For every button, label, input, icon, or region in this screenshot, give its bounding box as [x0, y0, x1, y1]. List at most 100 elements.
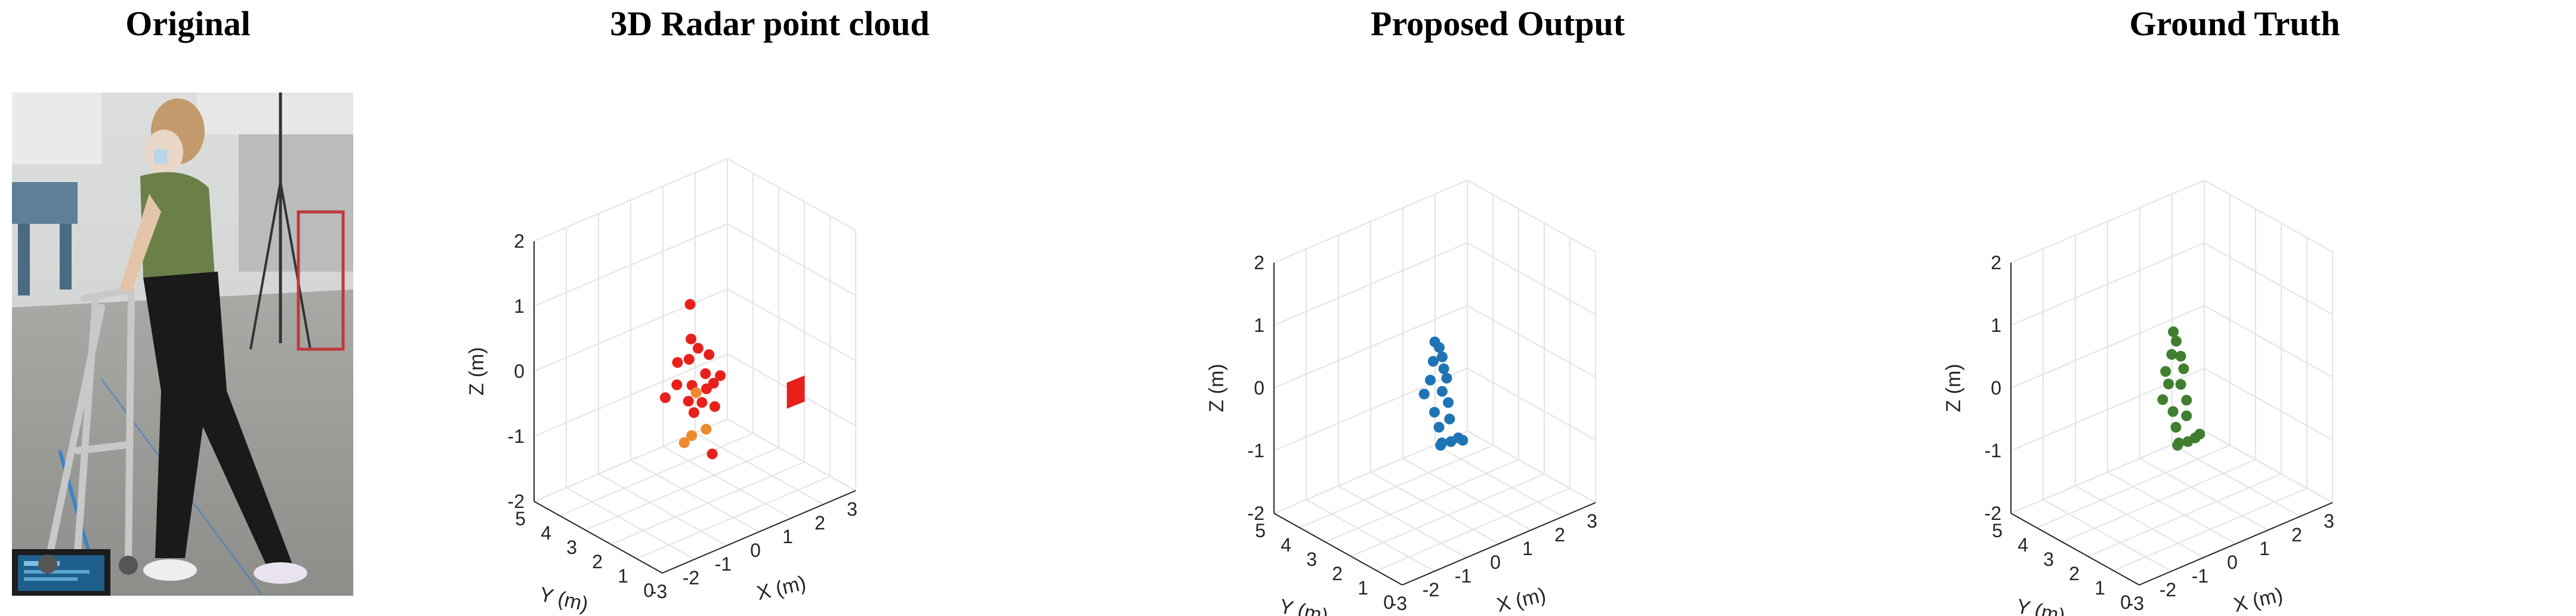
z-tick-label: 1 — [1254, 315, 1264, 336]
grid-line — [2043, 499, 2172, 572]
grid-line — [1467, 430, 1596, 503]
data-point-series-1 — [1418, 389, 1430, 400]
grid-line — [2204, 305, 2333, 378]
y-tick-label: 5 — [1992, 520, 2003, 541]
data-point-series-2 — [701, 424, 712, 435]
x-tick-label: -2 — [683, 567, 699, 589]
grid-line — [1306, 499, 1435, 572]
x-tick-label: -2 — [2159, 579, 2176, 600]
grid-line — [2204, 242, 2333, 315]
y-tick-label: 0 — [643, 580, 654, 601]
data-point-series-1 — [2178, 363, 2189, 374]
y-axis-line — [533, 501, 663, 574]
grid-line — [2204, 180, 2333, 252]
data-point-series-1 — [1424, 374, 1436, 386]
data-point-series-1 — [692, 343, 704, 354]
y-tick-label: 3 — [2043, 549, 2054, 570]
z-tick-label: 0 — [1991, 377, 2001, 399]
z-tick-label: 1 — [514, 295, 525, 317]
grid-line — [727, 158, 856, 231]
grid-line — [1434, 444, 1564, 517]
data-point-series-2 — [686, 430, 698, 441]
grid-line — [1376, 488, 1571, 571]
data-point-series-1 — [704, 349, 715, 361]
data-point-series-1 — [708, 378, 719, 389]
y-axis-label: Y (m) — [2014, 595, 2068, 616]
x-tick-label: 2 — [1554, 524, 1565, 546]
grid-line — [1370, 472, 1500, 544]
z-tick-label: 2 — [514, 230, 525, 252]
data-point-series-1 — [2166, 349, 2177, 360]
data-point-series-1 — [1457, 435, 1469, 446]
x-axis-label: X (m) — [2232, 583, 2285, 616]
data-point-series-1 — [715, 370, 726, 381]
grid-line — [727, 418, 856, 491]
x-tick-label: 0 — [1490, 552, 1501, 573]
data-point-series-1 — [2167, 406, 2179, 417]
x-tick-label: 3 — [2324, 510, 2334, 532]
data-point-series-1 — [684, 298, 696, 310]
grid-line — [1402, 458, 1532, 531]
z-tick-label: 0 — [1254, 377, 1264, 399]
panel-title-proposed: Proposed Output — [1371, 4, 1625, 43]
grid-line — [2036, 445, 2231, 528]
x-tick-label: 3 — [1587, 510, 1597, 532]
grid-line — [533, 288, 728, 372]
data-point-series-1 — [671, 379, 683, 390]
data-point-series-2 — [678, 437, 690, 448]
x-tick-label: 3 — [847, 498, 857, 520]
grid-line — [2075, 485, 2204, 558]
data-point-series-1 — [2181, 410, 2192, 421]
data-point-series-1 — [2194, 429, 2205, 440]
x-tick-label: -2 — [1423, 579, 1439, 600]
grid-line — [2204, 430, 2333, 503]
radar-device-marker — [786, 375, 805, 409]
grid-line — [1467, 242, 1596, 315]
y-tick-label: 5 — [1255, 520, 1266, 541]
data-point-series-1 — [2175, 379, 2186, 390]
grid-line — [533, 223, 728, 307]
data-point-series-1 — [1429, 406, 1440, 418]
x-axis-line — [662, 490, 856, 574]
z-tick-label: 1 — [1991, 315, 2001, 336]
data-point-series-1 — [1433, 421, 1445, 433]
grid-line — [2204, 368, 2333, 441]
data-point-series-1 — [696, 397, 708, 408]
data-point-series-1 — [683, 396, 694, 407]
data-point-series-1 — [686, 333, 697, 344]
y-tick-label: 2 — [2069, 563, 2080, 584]
x-axis-label: X (m) — [755, 571, 809, 605]
x-tick-label: -3 — [650, 581, 667, 602]
data-point-series-1 — [2163, 378, 2174, 390]
data-point-series-1 — [1441, 372, 1452, 384]
z-tick-label: -1 — [508, 426, 525, 447]
grid-line — [727, 288, 856, 361]
data-point-series-1 — [1435, 440, 1446, 451]
data-point-series-1 — [707, 448, 718, 460]
y-axis-label: Y (m) — [538, 583, 591, 616]
y-axis-line — [1273, 513, 1403, 586]
grid-line — [636, 476, 831, 559]
grid-line — [533, 158, 728, 242]
z-tick-label: 0 — [514, 361, 525, 382]
y-tick-label: 4 — [541, 522, 551, 544]
grid-line — [630, 460, 760, 532]
x-tick-label: 1 — [782, 526, 793, 547]
y-tick-label: 1 — [618, 565, 628, 587]
person-with-walker-photo — [12, 93, 353, 596]
data-point-series-1 — [2171, 335, 2182, 347]
x-tick-label: -3 — [1390, 593, 1407, 614]
data-point-series-1 — [2170, 421, 2182, 433]
z-axis-label: Z (m) — [1942, 364, 1965, 412]
y-tick-label: 3 — [1306, 549, 1317, 570]
grid-line — [2087, 473, 2282, 557]
data-point-series-1 — [688, 407, 699, 418]
grid-line — [1467, 368, 1596, 441]
grid-line — [598, 473, 727, 546]
data-point-series-1 — [1436, 386, 1448, 397]
z-tick-label: -2 — [1248, 503, 1264, 524]
grid-line — [559, 433, 754, 516]
x-tick-label: -1 — [2192, 565, 2208, 587]
panel-title-radar: 3D Radar point cloud — [610, 4, 930, 43]
